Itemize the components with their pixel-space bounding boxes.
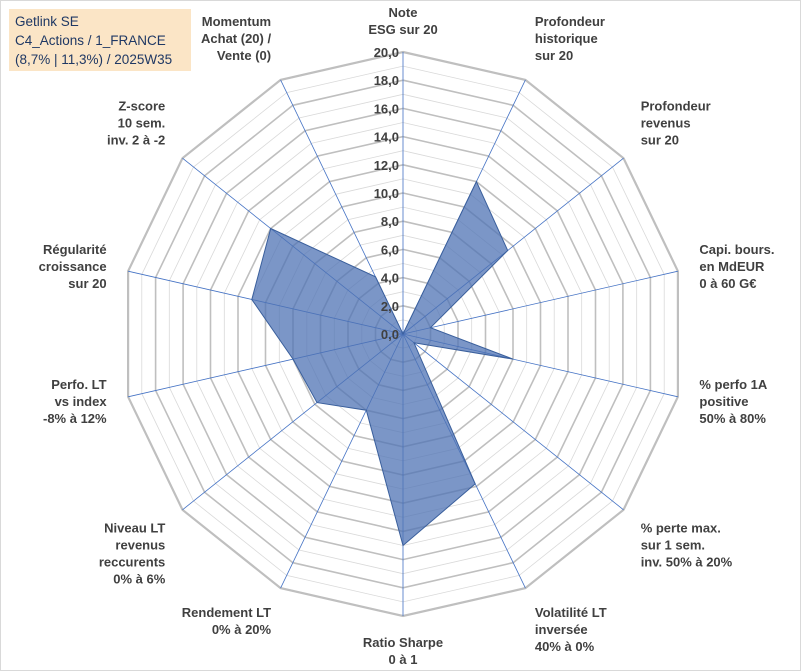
category-label: Capi. bours. en MdEUR 0 à 60 G€	[699, 242, 774, 291]
category-label: Volatilité LT inversée 40% à 0%	[535, 605, 607, 654]
title-stats: (8,7% | 11,3%) / 2025W35	[15, 52, 173, 67]
category-label: Note ESG sur 20	[368, 5, 437, 37]
category-label: % perte max. sur 1 sem. inv. 50% à 20%	[641, 521, 733, 570]
tick-label: 12,0	[374, 158, 399, 173]
category-label: Z-score 10 sem. inv. 2 à -2	[107, 99, 165, 148]
category-label: Ratio Sharpe 0 à 1	[363, 635, 443, 667]
tick-label: 10,0	[374, 186, 399, 201]
category-label: Profondeur revenus sur 20	[641, 99, 711, 148]
tick-label: 6,0	[381, 242, 399, 257]
tick-label: 2,0	[381, 299, 399, 314]
radar-series	[251, 180, 514, 547]
radar-tick-labels: 0,0 2,0 4,0 6,0 8,0 10,0 12,0 14,0 16,0 18,0 20,0	[374, 45, 399, 342]
category-label: Rendement LT 0% à 20%	[182, 605, 272, 637]
category-label: Momentum Achat (20) / Vente (0)	[201, 14, 271, 63]
title-category: C4_Actions / 1_FRANCE	[15, 33, 166, 48]
category-label: Profondeur historique sur 20	[535, 14, 605, 63]
radar-category-labels: Note ESG sur 20 Profondeur historique sur 20…	[39, 5, 775, 667]
category-label: Perfo. LT vs index -8% à 12%	[43, 377, 107, 426]
category-label: % perfo 1A positive 50% à 80%	[699, 377, 768, 426]
tick-label: 14,0	[374, 130, 399, 145]
tick-label: 4,0	[381, 271, 399, 286]
tick-label: 20,0	[374, 45, 399, 60]
title-company: Getlink SE	[15, 14, 79, 29]
tick-label: 18,0	[374, 73, 399, 88]
chart-title-box: Getlink SE C4_Actions / 1_FRANCE (8,7% |…	[9, 9, 191, 71]
tick-label: 0,0	[381, 327, 399, 342]
category-label: Niveau LT revenus reccurents 0% à 6%	[99, 521, 166, 587]
category-label: Régularité croissance sur 20	[39, 242, 107, 291]
axis-spoke	[402, 270, 678, 335]
axis-spoke	[402, 333, 624, 511]
tick-label: 16,0	[374, 101, 399, 116]
tick-label: 8,0	[381, 214, 399, 229]
series-area	[251, 180, 514, 547]
